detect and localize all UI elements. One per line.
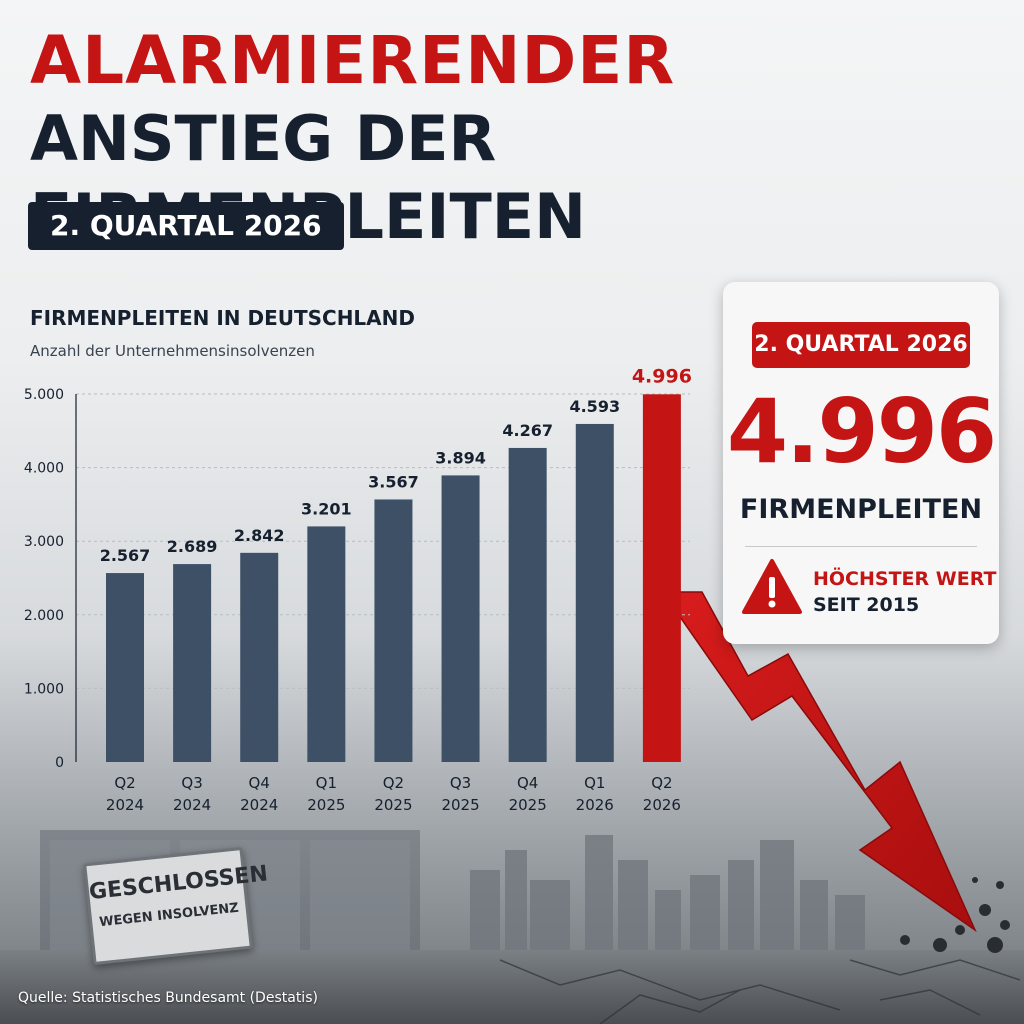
closed-sign: GESCHLOSSEN WEGEN INSOLVENZ [83,846,270,966]
callout-label: FIRMENPLEITEN [739,494,983,525]
x-tick-label: Q1 2025 [307,774,345,814]
y-tick-label: 1.000 [24,681,64,697]
bar [307,526,346,762]
warning-triangle-icon [742,559,802,614]
closed-sign-line2: WEGEN INSOLVENZ [98,900,240,931]
bar [575,423,614,762]
y-tick-label: 3.000 [24,534,64,550]
x-tick-label: Q2 2024 [106,774,144,814]
bar-chart: 0 1.000 2.000 3.000 4.000 5.000 2.567 Q2 2024 2.6… [24,365,692,814]
x-tick-label: Q3 2025 [441,774,479,814]
source-note: Quelle: Statistisches Bundesamt (Destati… [18,990,318,1006]
bar [240,552,279,762]
bar-value-label: 4.593 [569,397,620,416]
bar [508,447,547,762]
bar [642,394,681,762]
bar [106,573,144,762]
x-tick-label: Q2 2025 [374,774,412,814]
bar [173,564,212,762]
closed-sign-line1: GESCHLOSSEN [87,861,270,906]
skyline [470,835,865,950]
y-tick-label: 5.000 [24,387,64,403]
bar-value-label: 3.567 [368,472,419,491]
y-tick-label: 2.000 [24,608,64,624]
bar-value-label: 3.201 [301,499,352,518]
bar-value-label: 2.567 [100,546,151,565]
headline-line1: ALARMIERENDER [30,22,676,99]
chart-subtitle: Anzahl der Unternehmensinsolvenzen [30,342,315,360]
x-tick-label: Q3 2024 [173,774,211,814]
warning-text-line2: SEIT 2015 [813,594,920,616]
x-tick-label: Q2 2026 [643,774,681,814]
falling-arrow [677,591,977,933]
chart-title: FIRMENPLEITEN IN DEUTSCHLAND [30,306,415,330]
period-badge: 2. QUARTAL 2026 [28,202,344,250]
bar [441,475,480,762]
bar-value-label: 2.842 [234,526,285,545]
ground [0,950,1024,1024]
bar-value-label: 2.689 [167,537,218,556]
callout-divider [745,546,977,547]
y-tick-label: 0 [55,755,64,771]
bar-value-label: 3.894 [435,448,486,467]
bar-value-label: 4.267 [502,421,553,440]
rubble [900,877,1010,953]
callout-value: 4.996 [726,380,997,483]
x-tick-label: Q4 2025 [509,774,547,814]
warning-text-line1: HÖCHSTER WERT [813,568,997,590]
bar-value-label: 4.996 [632,365,692,387]
callout-card: 2. QUARTAL 2026 4.996 FIRMENPLEITEN HÖCH… [723,282,999,644]
y-tick-label: 4.000 [24,461,64,477]
ground-cracks [499,959,1021,1024]
callout-badge: 2. QUARTAL 2026 [752,322,970,368]
bar [374,499,413,762]
x-tick-label: Q1 2026 [576,774,614,814]
x-tick-label: Q4 2024 [240,774,278,814]
